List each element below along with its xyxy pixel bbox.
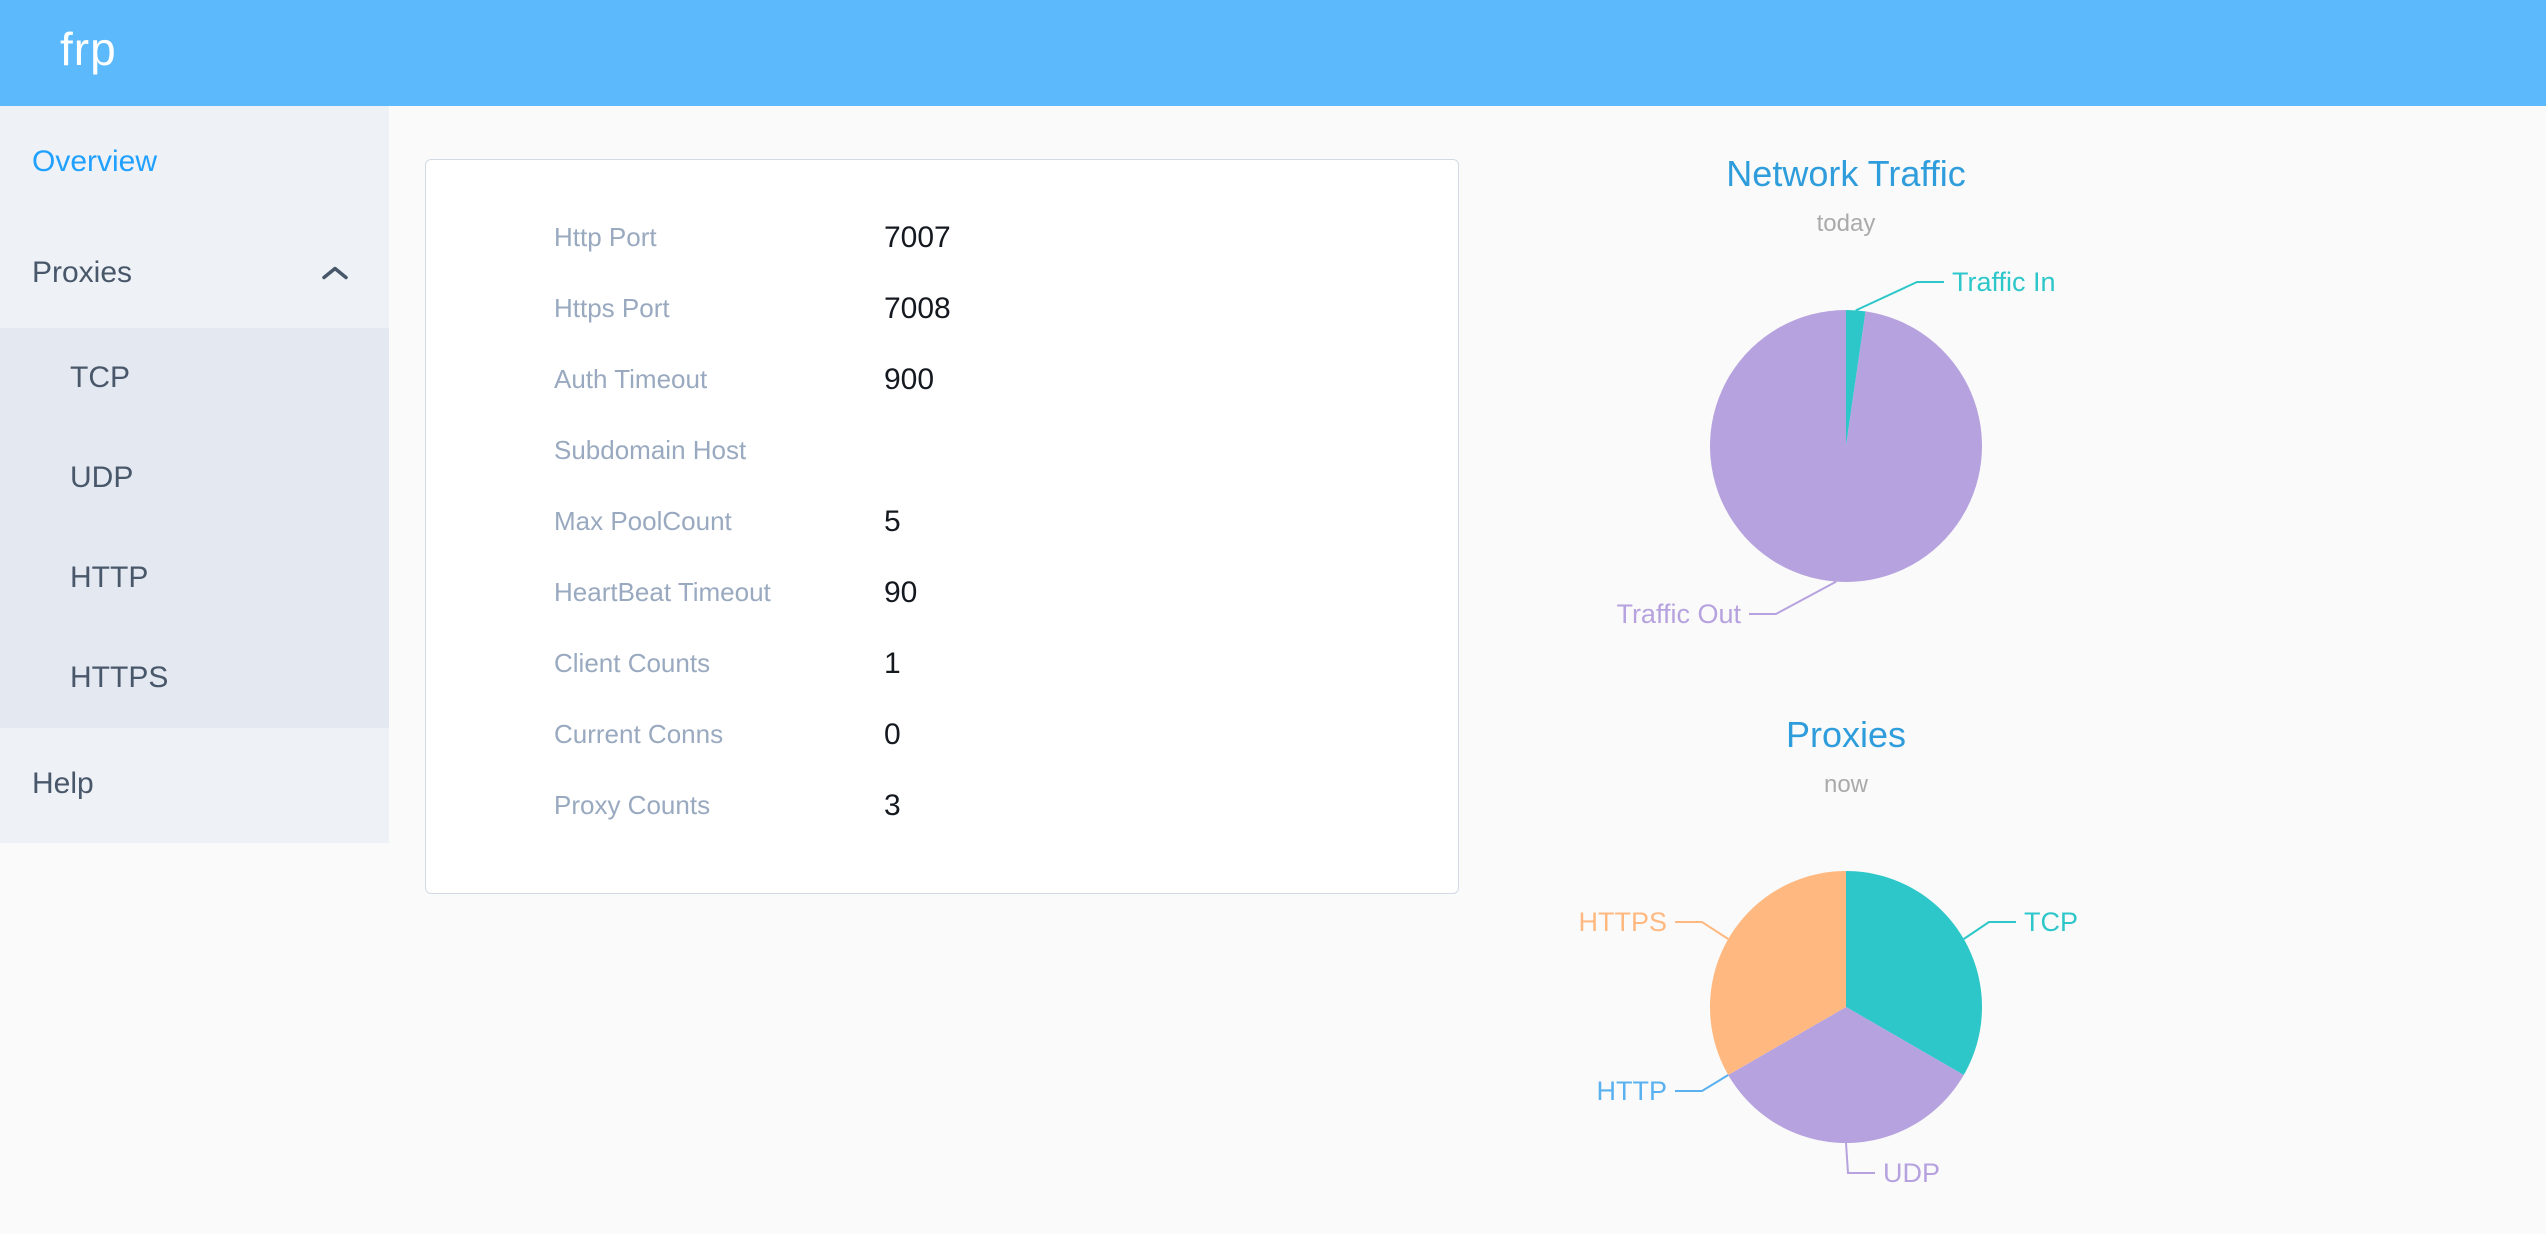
pie-label-line bbox=[1675, 1074, 1729, 1092]
proxies-chart: Proxies now TCP UDP HTTP HTTPS bbox=[1496, 711, 2196, 1234]
app-logo: frp bbox=[60, 23, 117, 75]
pie-label-line bbox=[1963, 921, 2016, 940]
info-row-auth-timeout: Auth Timeout 900 bbox=[426, 344, 1458, 415]
pie-slice-traffic-in bbox=[1846, 310, 1866, 446]
info-label: Https Port bbox=[554, 293, 670, 323]
pie-label-https: HTTPS bbox=[1578, 907, 1667, 937]
proxies-chart-subtitle: now bbox=[1823, 771, 1869, 798]
info-label: Auth Timeout bbox=[554, 364, 708, 394]
pie-label-traffic-out: Traffic Out bbox=[1616, 599, 1741, 629]
sidebar-item-proxies-label: Proxies bbox=[32, 256, 133, 289]
sidebar-item-https[interactable]: HTTPS bbox=[70, 661, 169, 694]
info-label: Client Counts bbox=[554, 648, 711, 678]
sidebar-item-overview-label: Overview bbox=[32, 145, 158, 178]
info-value: 3 bbox=[884, 788, 901, 822]
pie-slice-tcp bbox=[1846, 871, 1982, 1075]
pie-label-tcp: TCP bbox=[2024, 907, 2078, 937]
info-label: Proxy Counts bbox=[554, 790, 711, 820]
pie-slice-udp bbox=[1728, 1007, 1964, 1143]
info-value: 1 bbox=[884, 646, 901, 680]
pie-label-line bbox=[1845, 1142, 1875, 1174]
server-info-card: Http Port 7007 Https Port 7008 Auth Time… bbox=[425, 159, 1459, 894]
info-label: Max PoolCount bbox=[554, 506, 732, 536]
info-value: 0 bbox=[884, 717, 901, 751]
info-row-https-port: Https Port 7008 bbox=[426, 273, 1458, 344]
sidebar-item-udp[interactable]: UDP bbox=[70, 461, 134, 494]
pie-label-udp: UDP bbox=[1883, 1158, 1940, 1188]
info-value: 7008 bbox=[884, 291, 951, 325]
info-value: 5 bbox=[884, 504, 901, 538]
pie-slice-traffic-out bbox=[1710, 310, 1982, 582]
info-row-subdomain-host: Subdomain Host bbox=[426, 415, 1458, 486]
info-row-proxy-counts: Proxy Counts 3 bbox=[426, 770, 1458, 841]
proxies-pie: TCP UDP HTTP HTTPS bbox=[1578, 871, 2078, 1188]
info-row-client-counts: Client Counts 1 bbox=[426, 628, 1458, 699]
network-traffic-chart: Network Traffic today Traffic In Traffic … bbox=[1496, 150, 2196, 636]
info-label: Subdomain Host bbox=[554, 435, 747, 465]
pie-slice-https bbox=[1710, 871, 1846, 1075]
info-row-heartbeat-timeout: HeartBeat Timeout 90 bbox=[426, 557, 1458, 628]
pie-label-line bbox=[1855, 281, 1944, 312]
sidebar-item-help[interactable]: Help bbox=[0, 728, 389, 839]
info-value: 7007 bbox=[884, 220, 951, 254]
pie-label-http: HTTP bbox=[1597, 1076, 1668, 1106]
info-label: Current Conns bbox=[554, 719, 724, 749]
info-label: Http Port bbox=[554, 222, 657, 252]
info-row-current-conns: Current Conns 0 bbox=[426, 699, 1458, 770]
sidebar-item-overview[interactable]: Overview bbox=[0, 106, 389, 217]
chevron-up-icon bbox=[322, 266, 348, 280]
proxies-submenu: TCP UDP HTTP HTTPS bbox=[0, 328, 389, 728]
network-traffic-chart-subtitle: today bbox=[1816, 210, 1876, 237]
network-traffic-pie: Traffic In Traffic Out bbox=[1616, 267, 2056, 629]
sidebar-item-tcp[interactable]: TCP bbox=[70, 361, 130, 394]
sidebar-item-http[interactable]: HTTP bbox=[70, 561, 149, 594]
app-header: frp bbox=[0, 0, 2546, 106]
pie-label-line bbox=[1675, 921, 1729, 940]
pie-label-traffic-in: Traffic In bbox=[1952, 267, 2056, 297]
info-row-http-port: Http Port 7007 bbox=[426, 202, 1458, 273]
sidebar-item-help-label: Help bbox=[32, 767, 94, 800]
info-value: 900 bbox=[884, 362, 935, 396]
info-row-max-poolcount: Max PoolCount 5 bbox=[426, 486, 1458, 557]
sidebar: Overview Proxies TCP UDP HTTP HTTPS Help bbox=[0, 106, 389, 843]
info-label: HeartBeat Timeout bbox=[554, 577, 771, 607]
pie-label-line bbox=[1749, 580, 1837, 615]
proxies-chart-title: Proxies bbox=[1785, 714, 1907, 755]
network-traffic-chart-title: Network Traffic bbox=[1726, 153, 1966, 194]
sidebar-item-proxies[interactable]: Proxies bbox=[0, 217, 389, 328]
info-value: 90 bbox=[884, 575, 918, 609]
server-info-rows: Http Port 7007 Https Port 7008 Auth Time… bbox=[426, 160, 1458, 841]
